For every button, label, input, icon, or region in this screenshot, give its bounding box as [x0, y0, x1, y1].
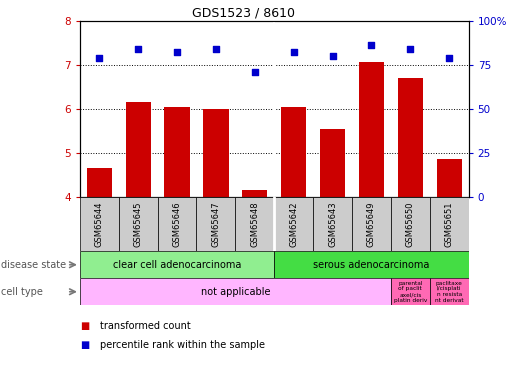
Bar: [320, 129, 345, 197]
Bar: [87, 168, 112, 197]
Text: GSM65650: GSM65650: [406, 201, 415, 247]
Text: GSM65651: GSM65651: [445, 201, 454, 247]
Text: percentile rank within the sample: percentile rank within the sample: [100, 340, 265, 350]
Point: [406, 46, 415, 52]
Text: GSM65646: GSM65646: [173, 201, 181, 247]
Point: [173, 50, 181, 55]
Title: GDS1523 / 8610: GDS1523 / 8610: [192, 6, 295, 20]
Text: GSM65648: GSM65648: [250, 201, 259, 247]
Bar: [398, 78, 423, 197]
Point: [445, 55, 453, 61]
Text: ■: ■: [80, 321, 89, 331]
Point: [251, 69, 259, 75]
Bar: [164, 106, 190, 197]
Bar: [80, 197, 119, 251]
Bar: [203, 109, 229, 197]
Point: [289, 50, 298, 55]
Text: GSM65649: GSM65649: [367, 201, 376, 247]
Bar: [118, 197, 158, 251]
Point: [134, 46, 142, 52]
Point: [95, 55, 104, 61]
Bar: [352, 197, 391, 251]
Text: parental
of paclit
axel/cis
platin deriv: parental of paclit axel/cis platin deriv: [393, 280, 427, 303]
Bar: [359, 63, 384, 197]
Bar: [430, 197, 469, 251]
Text: not applicable: not applicable: [201, 287, 270, 297]
Text: disease state: disease state: [1, 260, 65, 270]
Bar: [274, 197, 313, 251]
Text: transformed count: transformed count: [100, 321, 191, 331]
Text: paclitaxe
l/cisplati
n resista
nt derivat: paclitaxe l/cisplati n resista nt deriva…: [435, 280, 464, 303]
Bar: [391, 278, 430, 305]
Point: [367, 42, 375, 48]
Point: [212, 46, 220, 52]
Text: GSM65645: GSM65645: [134, 201, 143, 247]
Text: GSM65647: GSM65647: [212, 201, 220, 247]
Bar: [80, 278, 391, 305]
Bar: [80, 251, 274, 278]
Text: cell type: cell type: [1, 287, 42, 297]
Text: ■: ■: [80, 340, 89, 350]
Text: GSM65644: GSM65644: [95, 201, 104, 247]
Bar: [158, 197, 197, 251]
Bar: [281, 106, 306, 197]
Bar: [197, 197, 235, 251]
Text: clear cell adenocarcinoma: clear cell adenocarcinoma: [113, 260, 241, 270]
Bar: [242, 190, 267, 197]
Bar: [313, 197, 352, 251]
Bar: [274, 251, 469, 278]
Bar: [126, 102, 151, 197]
Text: serous adenocarcinoma: serous adenocarcinoma: [313, 260, 430, 270]
Bar: [391, 197, 430, 251]
Bar: [235, 197, 274, 251]
Point: [329, 53, 337, 59]
Text: GSM65643: GSM65643: [328, 201, 337, 247]
Bar: [430, 278, 469, 305]
Text: GSM65642: GSM65642: [289, 201, 298, 247]
Bar: [437, 159, 462, 197]
